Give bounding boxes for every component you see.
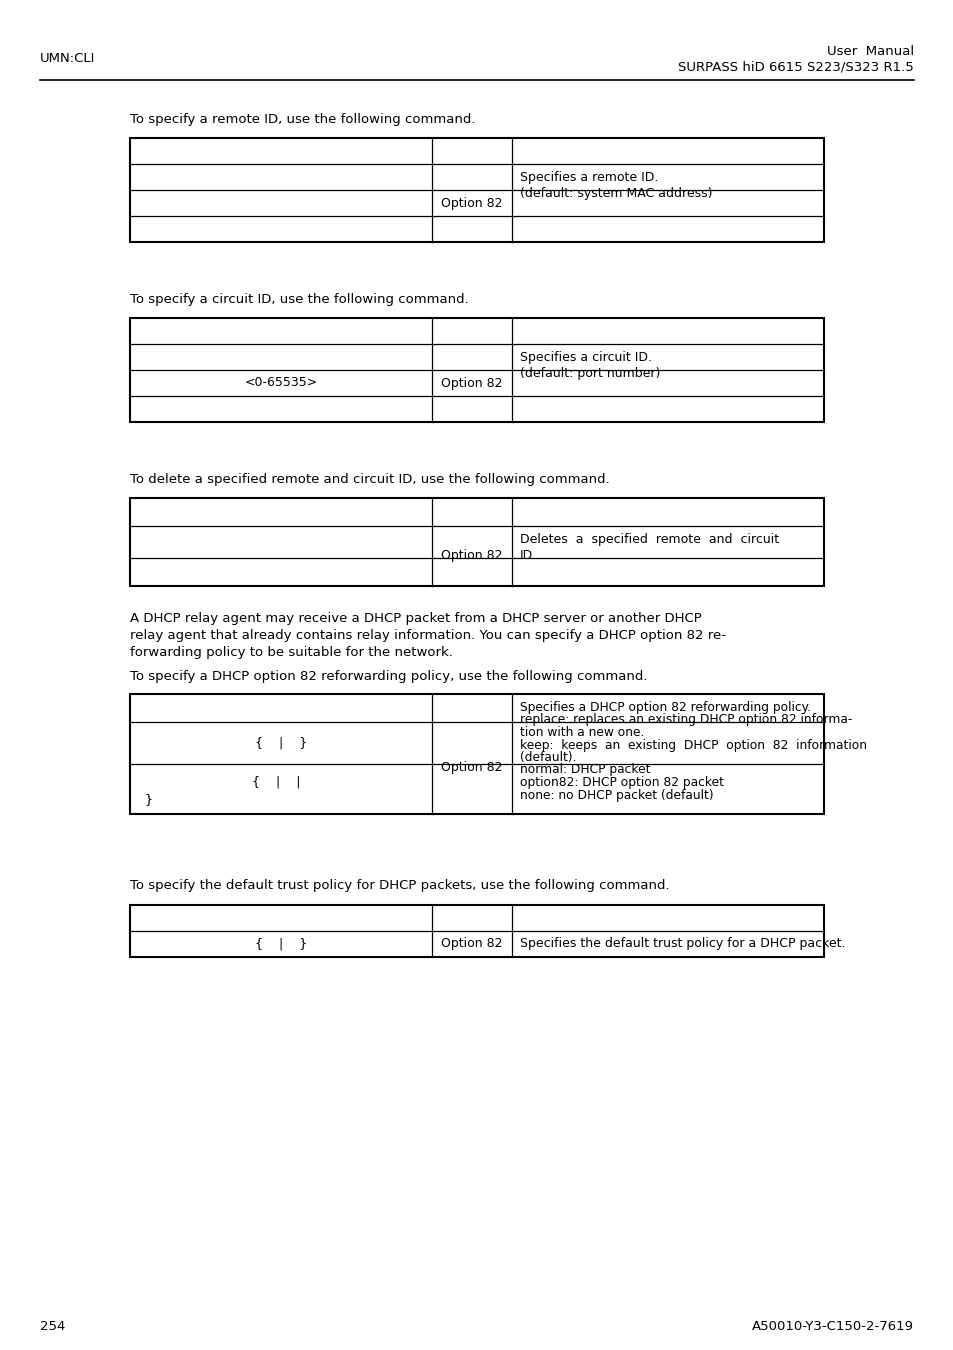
Text: Deletes  a  specified  remote  and  circuit: Deletes a specified remote and circuit bbox=[519, 533, 778, 545]
Text: Specifies a circuit ID.: Specifies a circuit ID. bbox=[519, 351, 651, 364]
Text: {    |    }: { | } bbox=[254, 737, 307, 749]
Text: User  Manual: User Manual bbox=[826, 45, 913, 58]
Text: (default).: (default). bbox=[519, 751, 576, 764]
Text: To specify a remote ID, use the following command.: To specify a remote ID, use the followin… bbox=[130, 113, 475, 126]
Text: none: no DHCP packet (default): none: no DHCP packet (default) bbox=[519, 788, 713, 802]
Text: normal: DHCP packet: normal: DHCP packet bbox=[519, 764, 650, 776]
Text: 254: 254 bbox=[40, 1320, 66, 1332]
Text: UMN:CLI: UMN:CLI bbox=[40, 53, 95, 65]
Text: To specify a circuit ID, use the following command.: To specify a circuit ID, use the followi… bbox=[130, 293, 468, 306]
Text: option82: DHCP option 82 packet: option82: DHCP option 82 packet bbox=[519, 776, 723, 788]
Text: Specifies a DHCP option 82 reforwarding policy.: Specifies a DHCP option 82 reforwarding … bbox=[519, 701, 810, 714]
Text: Specifies the default trust policy for a DHCP packet.: Specifies the default trust policy for a… bbox=[519, 937, 844, 950]
Text: To specify the default trust policy for DHCP packets, use the following command.: To specify the default trust policy for … bbox=[130, 879, 669, 892]
Bar bbox=[130, 138, 823, 242]
Text: A50010-Y3-C150-2-7619: A50010-Y3-C150-2-7619 bbox=[751, 1320, 913, 1332]
Bar bbox=[130, 904, 823, 957]
Text: keep:  keeps  an  existing  DHCP  option  82  information: keep: keeps an existing DHCP option 82 i… bbox=[519, 738, 865, 752]
Text: tion with a new one.: tion with a new one. bbox=[519, 726, 643, 738]
Text: {    |    }: { | } bbox=[254, 937, 307, 950]
Text: relay agent that already contains relay information. You can specify a DHCP opti: relay agent that already contains relay … bbox=[130, 629, 725, 643]
Bar bbox=[130, 319, 823, 423]
Text: Option 82: Option 82 bbox=[440, 197, 502, 209]
Text: {    |    |: { | | bbox=[252, 775, 300, 788]
Text: To specify a DHCP option 82 reforwarding policy, use the following command.: To specify a DHCP option 82 reforwarding… bbox=[130, 670, 647, 683]
Bar bbox=[130, 498, 823, 586]
Text: Option 82: Option 82 bbox=[440, 937, 502, 950]
Text: SURPASS hiD 6615 S223/S323 R1.5: SURPASS hiD 6615 S223/S323 R1.5 bbox=[678, 61, 913, 74]
Text: Option 82: Option 82 bbox=[440, 761, 502, 775]
Text: Option 82: Option 82 bbox=[440, 549, 502, 563]
Text: }: } bbox=[144, 794, 152, 806]
Text: replace: replaces an existing DHCP option 82 informa-: replace: replaces an existing DHCP optio… bbox=[519, 714, 851, 726]
Text: Option 82: Option 82 bbox=[440, 377, 502, 390]
Text: (default: system MAC address): (default: system MAC address) bbox=[519, 188, 712, 200]
Text: Specifies a remote ID.: Specifies a remote ID. bbox=[519, 171, 658, 184]
Text: ID: ID bbox=[519, 549, 533, 562]
Text: forwarding policy to be suitable for the network.: forwarding policy to be suitable for the… bbox=[130, 647, 453, 659]
Text: (default: port number): (default: port number) bbox=[519, 367, 659, 379]
Bar bbox=[130, 694, 823, 814]
Text: <0-65535>: <0-65535> bbox=[244, 377, 317, 390]
Text: A DHCP relay agent may receive a DHCP packet from a DHCP server or another DHCP: A DHCP relay agent may receive a DHCP pa… bbox=[130, 612, 701, 625]
Text: To delete a specified remote and circuit ID, use the following command.: To delete a specified remote and circuit… bbox=[130, 472, 609, 486]
